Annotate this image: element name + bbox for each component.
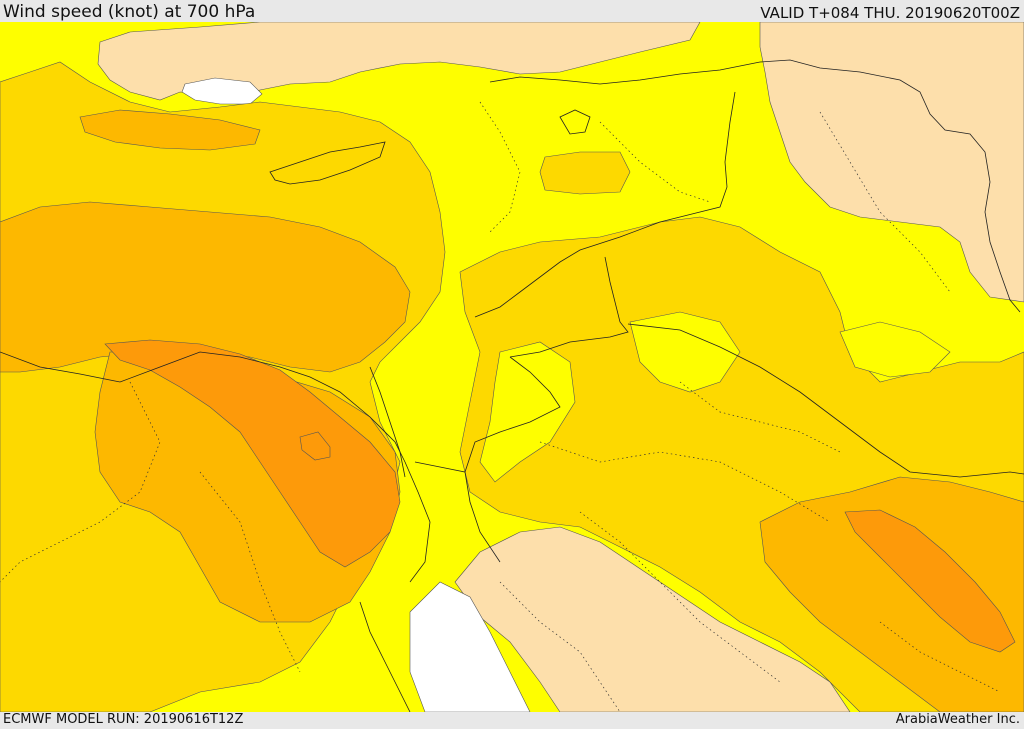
model-run-label: ECMWF MODEL RUN: 20190616T12Z xyxy=(3,712,244,727)
calm-region-south xyxy=(454,526,851,712)
light-patch-jordan xyxy=(479,341,576,483)
fresh-streak-north xyxy=(79,109,261,151)
calm-region-northeast xyxy=(759,22,1024,303)
wind-speed-map xyxy=(0,22,1024,712)
provider-label: ArabiaWeather Inc. xyxy=(895,712,1020,727)
strong-region-arabia xyxy=(844,509,1016,653)
header-bar: Wind speed (knot) at 700 hPa VALID T+084… xyxy=(0,0,1024,22)
strong-region-sinai xyxy=(104,339,401,568)
calm-region-north xyxy=(97,22,701,101)
valid-time: VALID T+084 THU. 20190620T00Z xyxy=(760,4,1020,22)
light-patch-saudi xyxy=(629,311,741,393)
internal-boundaries xyxy=(0,101,1001,712)
white-patch-red-sea xyxy=(409,581,531,712)
footer-bar: ECMWF MODEL RUN: 20190616T12Z ArabiaWeat… xyxy=(0,712,1024,729)
fresh-region-southeast xyxy=(759,476,1024,712)
border-lines xyxy=(0,59,1024,712)
strong-core-sinai xyxy=(299,431,331,461)
moderate-patch-syria xyxy=(539,151,631,195)
map-title: Wind speed (knot) at 700 hPa xyxy=(3,2,256,22)
fresh-region-anatolia xyxy=(0,201,411,373)
light-patch-east xyxy=(839,321,951,378)
map-svg xyxy=(0,22,1024,712)
